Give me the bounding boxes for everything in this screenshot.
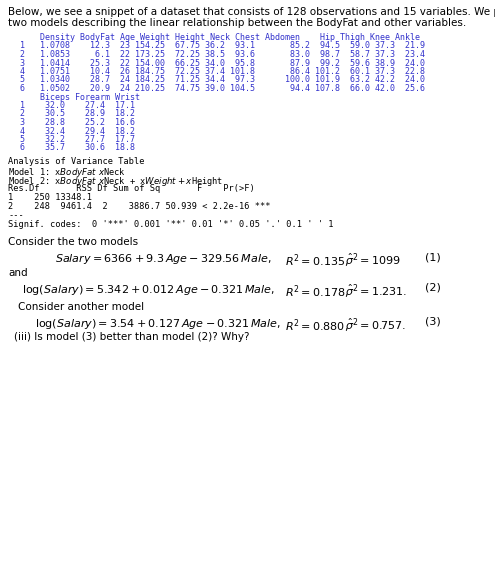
Text: $\log(Salary) = 5.342 + 0.012\,Age - 0.321\,Male,$: $\log(Salary) = 5.342 + 0.012\,Age - 0.3… [22,283,275,297]
Text: 1   1.0708    12.3  23 154.25  67.75 36.2  93.1       85.2  94.5  59.0 37.3  21.: 1 1.0708 12.3 23 154.25 67.75 36.2 93.1 … [20,42,425,51]
Text: 3   1.0414    25.3  22 154.00  66.25 34.0  95.8       87.9  99.2  59.6 38.9  24.: 3 1.0414 25.3 22 154.00 66.25 34.0 95.8 … [20,58,425,68]
Text: Biceps Forearm Wrist: Biceps Forearm Wrist [20,92,140,102]
Text: $\log(Salary) = 3.54 + 0.127\,Age - 0.321\,Male,$: $\log(Salary) = 3.54 + 0.127\,Age - 0.32… [35,317,281,331]
Text: Consider another model: Consider another model [18,302,144,312]
Text: and: and [8,268,28,278]
Text: 2    248  9461.4  2    3886.7 50.939 < 2.2e-16 ***: 2 248 9461.4 2 3886.7 50.939 < 2.2e-16 *… [8,202,270,211]
Text: Signif. codes:  0 '***' 0.001 '**' 0.01 '*' 0.05 '.' 0.1 ' ' 1: Signif. codes: 0 '***' 0.001 '**' 0.01 '… [8,220,334,229]
Text: 1    32.0    27.4  17.1: 1 32.0 27.4 17.1 [20,101,135,110]
Text: 5   1.0340    28.7  24 184.25  71.25 34.4  97.3      100.0 101.9  63.2 42.2  24.: 5 1.0340 28.7 24 184.25 71.25 34.4 97.3 … [20,76,425,84]
Text: (2): (2) [425,283,441,293]
Text: Analysis of Variance Table: Analysis of Variance Table [8,157,145,166]
Text: (1): (1) [425,252,441,262]
Text: $Salary = 6366 + 9.3\,Age - 329.56\,Male,$: $Salary = 6366 + 9.3\,Age - 329.56\,Male… [55,252,271,266]
Text: $R^2 = 0.135,$: $R^2 = 0.135,$ [285,252,348,269]
Text: ---: --- [8,211,24,220]
Text: 2    30.5    28.9  18.2: 2 30.5 28.9 18.2 [20,110,135,118]
Text: $R^2 = 0.178,$: $R^2 = 0.178,$ [285,283,348,301]
Text: 3    28.8    25.2  16.6: 3 28.8 25.2 16.6 [20,118,135,127]
Text: $R^2 = 0.880,$: $R^2 = 0.880,$ [285,317,348,335]
Text: (iii) Is model (3) better than model (2)? Why?: (iii) Is model (3) better than model (2)… [14,332,249,342]
Text: Model 2: x$BodyFat ~ x$Neck + x$Weight + x$Height: Model 2: x$BodyFat ~ x$Neck + x$Weight +… [8,175,223,188]
Text: two models describing the linear relationship between the BodyFat and other vari: two models describing the linear relatio… [8,18,466,28]
Text: $\hat{\sigma}^2 = 1.231.$: $\hat{\sigma}^2 = 1.231.$ [345,283,407,299]
Text: 4   1.0751    10.4  26 184.75  72.25 37.4 101.8       86.4 101.2  60.1 37.3  22.: 4 1.0751 10.4 26 184.75 72.25 37.4 101.8… [20,67,425,76]
Text: 2   1.0853     6.1  22 173.25  72.25 38.5  93.6       83.0  98.7  58.7 37.3  23.: 2 1.0853 6.1 22 173.25 72.25 38.5 93.6 8… [20,50,425,59]
Text: 4    32.4    29.4  18.2: 4 32.4 29.4 18.2 [20,126,135,136]
Text: 1    250 13348.1: 1 250 13348.1 [8,193,92,202]
Text: 6   1.0502    20.9  24 210.25  74.75 39.0 104.5       94.4 107.8  66.0 42.0  25.: 6 1.0502 20.9 24 210.25 74.75 39.0 104.5… [20,84,425,93]
Text: $\hat{\sigma}^2 = 0.757.$: $\hat{\sigma}^2 = 0.757.$ [345,317,406,333]
Text: 6    35.7    30.6  18.8: 6 35.7 30.6 18.8 [20,144,135,152]
Text: 5    32.2    27.7  17.7: 5 32.2 27.7 17.7 [20,135,135,144]
Text: Res.Df       RSS Df Sum of Sq       F    Pr(>F): Res.Df RSS Df Sum of Sq F Pr(>F) [8,184,255,193]
Text: $\hat{\sigma}^2 = 1099$: $\hat{\sigma}^2 = 1099$ [345,252,400,268]
Text: Model 1: x$BodyFat ~ x$Neck: Model 1: x$BodyFat ~ x$Neck [8,166,126,179]
Text: Below, we see a snippet of a dataset that consists of 128 observations and 15 va: Below, we see a snippet of a dataset tha… [8,7,495,17]
Text: Density BodyFat Age Weight Height Neck Chest Abdomen    Hip Thigh Knee Ankle: Density BodyFat Age Weight Height Neck C… [20,33,420,42]
Text: (3): (3) [425,317,441,327]
Text: Consider the two models: Consider the two models [8,237,138,247]
